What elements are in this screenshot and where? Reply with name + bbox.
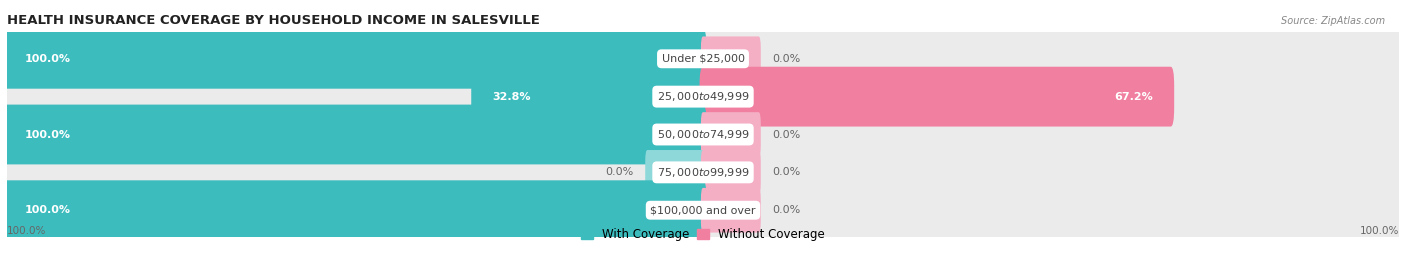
Text: HEALTH INSURANCE COVERAGE BY HOUSEHOLD INCOME IN SALESVILLE: HEALTH INSURANCE COVERAGE BY HOUSEHOLD I… [7, 14, 540, 27]
Text: 100.0%: 100.0% [7, 226, 46, 236]
Text: $75,000 to $99,999: $75,000 to $99,999 [657, 166, 749, 179]
Text: $25,000 to $49,999: $25,000 to $49,999 [657, 90, 749, 103]
FancyBboxPatch shape [4, 105, 1402, 164]
Text: 0.0%: 0.0% [605, 167, 633, 177]
Text: 0.0%: 0.0% [773, 205, 801, 215]
Text: 32.8%: 32.8% [492, 92, 530, 102]
Text: 67.2%: 67.2% [1115, 92, 1153, 102]
Text: 100.0%: 100.0% [24, 205, 70, 215]
FancyBboxPatch shape [4, 29, 1402, 89]
Text: 100.0%: 100.0% [24, 129, 70, 140]
FancyBboxPatch shape [700, 67, 1174, 126]
FancyBboxPatch shape [471, 67, 706, 126]
FancyBboxPatch shape [4, 180, 1402, 240]
Text: $100,000 and over: $100,000 and over [650, 205, 756, 215]
FancyBboxPatch shape [702, 36, 761, 81]
Text: 100.0%: 100.0% [1360, 226, 1399, 236]
FancyBboxPatch shape [4, 143, 1402, 202]
Text: Under $25,000: Under $25,000 [661, 54, 745, 64]
FancyBboxPatch shape [702, 112, 761, 157]
Text: $50,000 to $74,999: $50,000 to $74,999 [657, 128, 749, 141]
FancyBboxPatch shape [4, 67, 1402, 126]
Text: 0.0%: 0.0% [773, 54, 801, 64]
FancyBboxPatch shape [702, 188, 761, 233]
Legend: With Coverage, Without Coverage: With Coverage, Without Coverage [581, 228, 825, 241]
Text: 100.0%: 100.0% [24, 54, 70, 64]
FancyBboxPatch shape [4, 105, 706, 164]
Text: 0.0%: 0.0% [773, 129, 801, 140]
FancyBboxPatch shape [4, 180, 706, 240]
FancyBboxPatch shape [645, 150, 704, 195]
Text: Source: ZipAtlas.com: Source: ZipAtlas.com [1281, 16, 1385, 26]
FancyBboxPatch shape [702, 150, 761, 195]
Text: 0.0%: 0.0% [773, 167, 801, 177]
FancyBboxPatch shape [4, 29, 706, 89]
